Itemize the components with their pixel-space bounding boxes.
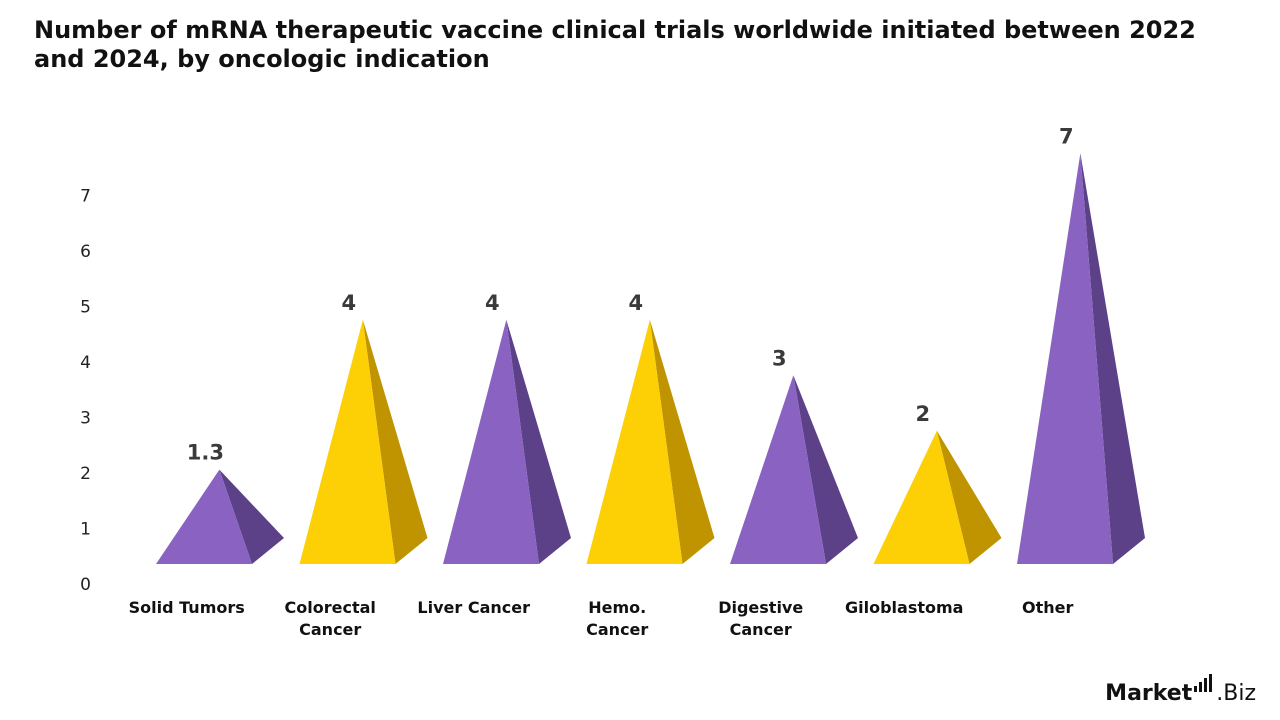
brand-logo: Market .Biz bbox=[1105, 674, 1256, 706]
y-tick-label: 7 bbox=[80, 187, 91, 207]
brand-name-light: .Biz bbox=[1216, 681, 1256, 706]
pyramid-bar bbox=[156, 469, 284, 564]
pyramid-bar bbox=[299, 319, 428, 564]
pyramid-side-face bbox=[649, 319, 715, 564]
pyramid-side-face bbox=[1080, 153, 1145, 565]
pyramid-front-face bbox=[156, 469, 252, 564]
category-label: Giloblastoma bbox=[845, 598, 963, 617]
y-tick-label: 3 bbox=[80, 409, 91, 429]
brand-bars-icon bbox=[1194, 674, 1214, 692]
pyramid-front-face bbox=[586, 319, 683, 564]
category-label: Liver Cancer bbox=[417, 598, 530, 617]
value-labels: 1.3 4 4 4 3 2 7 bbox=[187, 124, 1074, 464]
value-label: 7 bbox=[1059, 124, 1074, 148]
pyramid-side-face bbox=[793, 375, 858, 564]
y-axis: 0 1 2 3 4 5 6 7 bbox=[80, 187, 91, 596]
pyramid-front-face bbox=[1017, 153, 1113, 565]
y-tick-label: 5 bbox=[80, 298, 91, 318]
value-label: 4 bbox=[629, 291, 644, 315]
pyramid-front-face bbox=[873, 430, 970, 564]
value-label: 4 bbox=[342, 291, 357, 315]
chart-title: Number of mRNA therapeutic vaccine clini… bbox=[34, 16, 1196, 73]
category-label: Hemo. Cancer bbox=[586, 598, 648, 639]
x-axis-labels: Solid Tumors Colorectal Cancer Liver Cancer… bbox=[129, 598, 1074, 639]
value-label: 2 bbox=[916, 402, 931, 426]
pyramid-side-face bbox=[506, 319, 571, 564]
brand-name-bold: Market bbox=[1105, 681, 1193, 706]
category-label: Other bbox=[1022, 598, 1073, 617]
y-tick-label: 2 bbox=[80, 464, 91, 484]
pyramid-side-face bbox=[936, 430, 1002, 564]
bars bbox=[156, 153, 1145, 565]
pyramid-side-face bbox=[362, 319, 428, 564]
value-label: 3 bbox=[772, 346, 787, 370]
pyramid-bar bbox=[586, 319, 715, 564]
pyramid-front-face bbox=[730, 375, 826, 564]
pyramid-bar bbox=[443, 319, 571, 564]
pyramid-side-face bbox=[219, 469, 284, 564]
pyramid-bar bbox=[873, 430, 1002, 564]
pyramid-front-face bbox=[443, 319, 539, 564]
y-tick-label: 4 bbox=[80, 353, 91, 373]
y-tick-label: 6 bbox=[80, 242, 91, 262]
category-label: Digestive Cancer bbox=[718, 598, 803, 639]
value-label: 1.3 bbox=[187, 441, 224, 465]
y-tick-label: 0 bbox=[80, 575, 91, 595]
pyramid-front-face bbox=[299, 319, 396, 564]
y-tick-label: 1 bbox=[80, 520, 91, 540]
value-label: 4 bbox=[485, 291, 500, 315]
pyramid-bar bbox=[730, 375, 858, 564]
pyramid-bar bbox=[1017, 153, 1145, 565]
category-label: Colorectal Cancer bbox=[285, 598, 376, 639]
category-label: Solid Tumors bbox=[129, 598, 245, 617]
